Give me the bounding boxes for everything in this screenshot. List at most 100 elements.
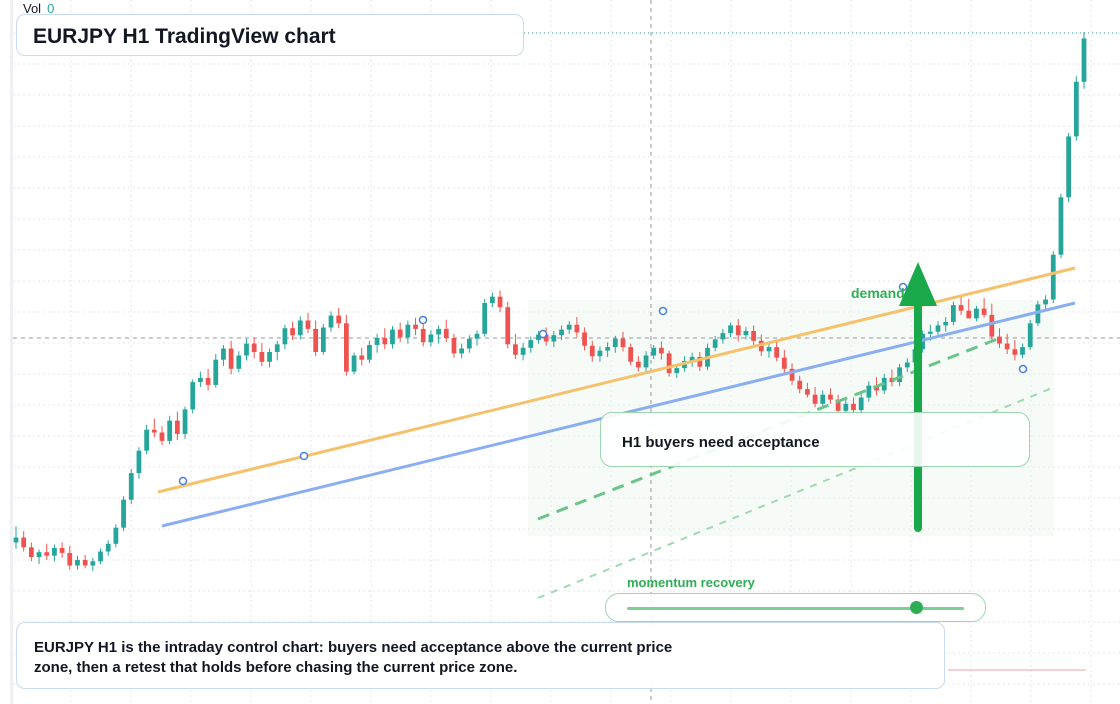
candle-body [582, 332, 587, 346]
candle-body [313, 328, 319, 352]
candle-body [974, 308, 979, 319]
candle [1073, 76, 1079, 141]
momentum-label: momentum recovery [627, 575, 755, 590]
candle-body [82, 559, 88, 566]
candle [1058, 193, 1064, 259]
candle-body [413, 324, 418, 329]
candle [897, 363, 902, 387]
candle [13, 526, 19, 549]
candle-body [935, 325, 941, 332]
candle-body [904, 362, 910, 368]
candle-body [605, 347, 611, 351]
candle-body [174, 420, 180, 434]
candle-body [128, 473, 134, 500]
candle-body [958, 305, 964, 311]
candle [689, 352, 695, 367]
candle-body [436, 328, 441, 335]
candle-body [735, 325, 741, 336]
candle [44, 543, 50, 560]
volume-value: 0 [47, 1, 55, 16]
chart-title-box: EURJPY H1 TradingView chart [16, 14, 524, 56]
candle [174, 411, 180, 441]
candle [805, 382, 810, 398]
trend-point [658, 306, 668, 316]
candle-body [182, 409, 188, 434]
candle [520, 342, 526, 361]
candle [359, 347, 365, 366]
candle [789, 363, 795, 385]
candle [228, 340, 234, 375]
candle-body [927, 331, 933, 334]
candle-body [282, 328, 288, 345]
candle [620, 331, 626, 352]
candle-body [743, 331, 749, 336]
candle-body [466, 338, 472, 349]
candle-body [835, 399, 841, 411]
candle [659, 341, 664, 360]
candle [989, 303, 995, 340]
candle-body [159, 432, 165, 441]
momentum-track [627, 607, 964, 610]
candle [151, 418, 157, 438]
candle [390, 326, 395, 349]
momentum-slider[interactable] [605, 593, 986, 622]
candle-body [236, 355, 242, 369]
candle-body [674, 368, 680, 373]
candle [374, 333, 380, 353]
candle [643, 351, 649, 373]
candle [943, 317, 949, 332]
candle [297, 316, 303, 340]
candle-body [351, 355, 357, 372]
candle-body [105, 543, 111, 552]
candle [997, 328, 1002, 348]
candle-body [751, 331, 756, 341]
candle-body [712, 339, 718, 348]
candle [290, 321, 295, 341]
candle [1043, 295, 1048, 311]
candle-body [866, 385, 872, 398]
candle-body [659, 347, 664, 354]
candle [1027, 319, 1033, 350]
candle [244, 338, 249, 361]
candle [59, 542, 65, 558]
candle [274, 340, 280, 361]
candle [566, 321, 572, 334]
candle-body [774, 347, 780, 358]
candle [559, 325, 564, 341]
candle-body [489, 296, 495, 303]
callout-box: H1 buyers need acceptance [600, 412, 1030, 467]
candle-body [620, 338, 626, 348]
candle [589, 340, 595, 362]
candle-body [520, 347, 526, 355]
momentum-knob[interactable] [910, 601, 924, 614]
candle [128, 468, 134, 504]
volume-label: Vol [23, 1, 42, 16]
candle-body [21, 537, 27, 548]
trend-point [1018, 364, 1028, 374]
candle [489, 292, 495, 308]
candle-body [328, 315, 334, 328]
candle [597, 346, 603, 362]
candle [1050, 251, 1056, 303]
candle [605, 342, 611, 357]
candle-body [689, 356, 695, 362]
candle [344, 314, 349, 376]
candle-body [228, 348, 234, 369]
candle [935, 321, 941, 336]
candle-body [1043, 299, 1048, 305]
candle [198, 371, 203, 387]
candle [1020, 343, 1025, 359]
candle [635, 356, 641, 372]
candle [835, 394, 841, 415]
candle-body [1066, 136, 1072, 198]
candle-body [221, 348, 226, 360]
candle-body [336, 315, 342, 324]
candle-body [1050, 254, 1056, 300]
candle-body [651, 347, 657, 356]
candle-body [966, 310, 972, 319]
candle [67, 545, 73, 570]
candle [113, 524, 119, 548]
candle-body [305, 320, 311, 329]
demand-label: demand [851, 285, 905, 301]
candle [159, 426, 165, 446]
